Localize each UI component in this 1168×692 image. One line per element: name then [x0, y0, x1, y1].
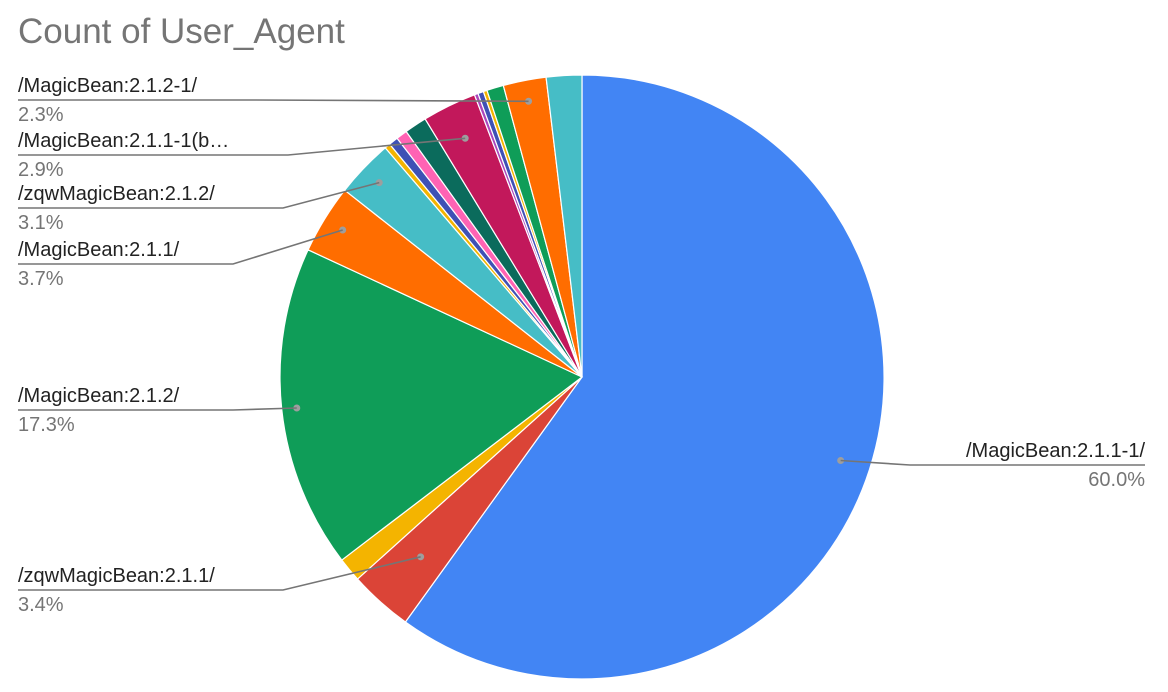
slice-label-percent: 60.0% [1088, 469, 1145, 491]
slice-label-percent: 3.7% [18, 268, 64, 290]
slice-label-percent: 3.1% [18, 212, 64, 234]
slice-label-name: /MagicBean:2.1.2/ [18, 385, 180, 407]
leader-line [840, 459, 1145, 466]
leader-line [18, 556, 421, 591]
pie-slice [279, 249, 584, 561]
pie-slices [279, 74, 885, 680]
pie-slice [404, 74, 885, 680]
leader-line [18, 229, 343, 265]
slice-labels: /MagicBean:2.1.1-1/60.0% /zqwMagicBean:2.… [18, 75, 1145, 616]
pie-slice [545, 74, 583, 378]
slice-label-name: /zqwMagicBean:2.1.1/ [18, 565, 215, 587]
slice-label-percent: 2.3% [18, 104, 64, 126]
slice-label-percent: 2.9% [18, 159, 64, 181]
leader-line [18, 99, 529, 103]
leader-line [18, 181, 380, 209]
slice-label-name: /zqwMagicBean:2.1.2/ [18, 183, 215, 205]
slice-label-name: /MagicBean:2.1.1-1(b… [18, 130, 229, 152]
slice-label-name: /MagicBean:2.1.2-1/ [18, 75, 197, 97]
slice-label-name: /MagicBean:2.1.1/ [18, 239, 180, 261]
leader-line [18, 407, 297, 411]
slice-label-percent: 3.4% [18, 594, 64, 616]
leader-line [18, 137, 466, 156]
slice-label-percent: 17.3% [18, 414, 75, 436]
chart-title: Count of User_Agent [18, 12, 345, 51]
slice-label-name: /MagicBean:2.1.1-1/ [966, 440, 1145, 462]
